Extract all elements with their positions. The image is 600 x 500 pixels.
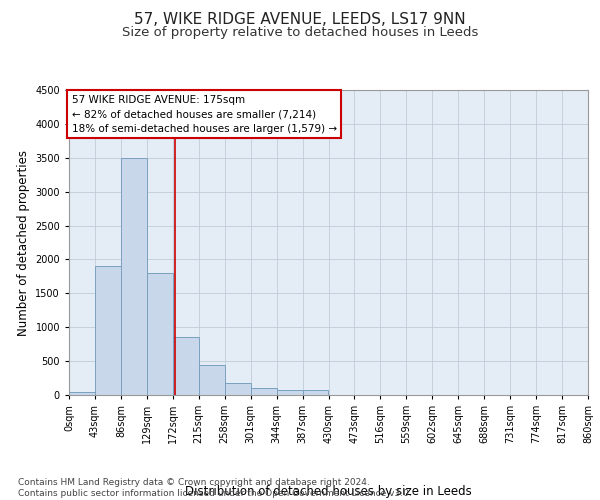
Bar [251, 388, 277, 395]
Y-axis label: Number of detached properties: Number of detached properties [17, 150, 29, 336]
Text: Contains HM Land Registry data © Crown copyright and database right 2024.
Contai: Contains HM Land Registry data © Crown c… [18, 478, 412, 498]
Bar [224, 383, 251, 395]
Bar [302, 390, 329, 395]
Text: Size of property relative to detached houses in Leeds: Size of property relative to detached ho… [122, 26, 478, 39]
Bar [199, 364, 224, 395]
Text: 57 WIKE RIDGE AVENUE: 175sqm
← 82% of detached houses are smaller (7,214)
18% of: 57 WIKE RIDGE AVENUE: 175sqm ← 82% of de… [71, 94, 337, 134]
Bar [173, 338, 199, 395]
Bar [121, 158, 147, 395]
Bar [277, 390, 302, 395]
Text: 57, WIKE RIDGE AVENUE, LEEDS, LS17 9NN: 57, WIKE RIDGE AVENUE, LEEDS, LS17 9NN [134, 12, 466, 28]
Bar [69, 392, 95, 395]
Bar [147, 273, 173, 395]
X-axis label: Distribution of detached houses by size in Leeds: Distribution of detached houses by size … [185, 485, 472, 498]
Bar [95, 266, 121, 395]
